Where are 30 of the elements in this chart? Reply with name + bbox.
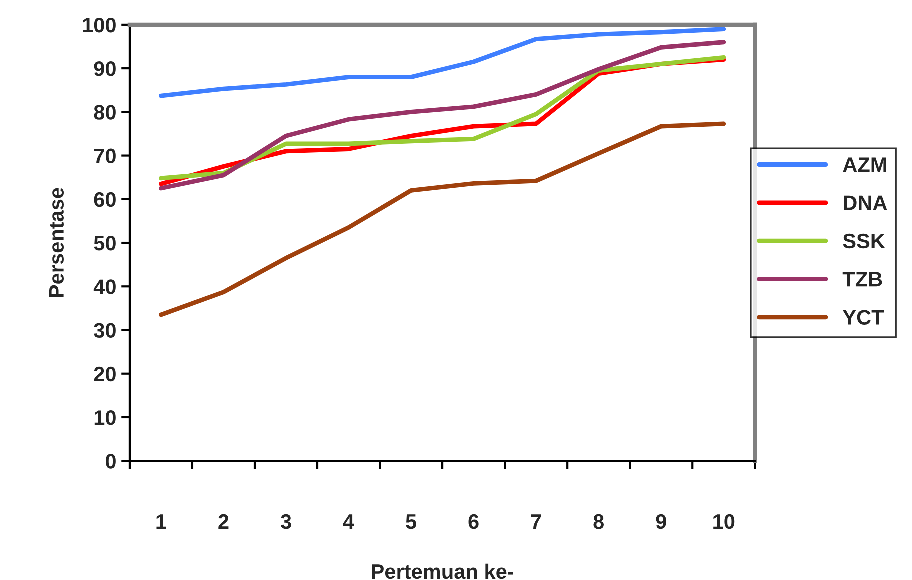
legend-label: YCT: [842, 310, 884, 325]
x-axis-title: Pertemuan ke-: [372, 564, 514, 580]
y-tick-label: 0: [106, 454, 116, 469]
legend-label: DNA: [844, 196, 888, 210]
x-tick-label: 7: [531, 514, 542, 529]
y-axis-title: Persentase: [49, 188, 64, 298]
y-tick-label: 90: [94, 62, 116, 76]
y-tick-label: 30: [94, 323, 116, 338]
legend-label: AZM: [843, 158, 886, 172]
x-tick-label: 10: [714, 514, 735, 530]
y-tick-label: 10: [94, 410, 116, 426]
line-series: [158, 122, 726, 318]
y-tick-label: 20: [94, 366, 116, 382]
x-tick-label: 5: [406, 514, 416, 530]
y-tick-label: 60: [94, 192, 116, 208]
legend-label: TZB: [842, 272, 882, 287]
x-tick-label: 3: [280, 514, 292, 530]
y-tick-label: 40: [94, 280, 116, 294]
x-tick-label: 8: [594, 514, 604, 530]
line-series: [158, 27, 726, 98]
x-tick-label: 4: [343, 514, 354, 529]
y-tick-label: 70: [94, 148, 116, 164]
x-tick-label: 6: [468, 514, 479, 530]
y-tick-label: 50: [94, 236, 116, 251]
y-tick-label: 100: [83, 18, 116, 33]
legend-label: SSK: [843, 234, 886, 249]
y-tick-label: 80: [94, 105, 116, 120]
x-tick-label: 1: [156, 514, 166, 529]
x-tick-label: 2: [218, 514, 229, 529]
x-tick-label: 9: [656, 514, 666, 530]
